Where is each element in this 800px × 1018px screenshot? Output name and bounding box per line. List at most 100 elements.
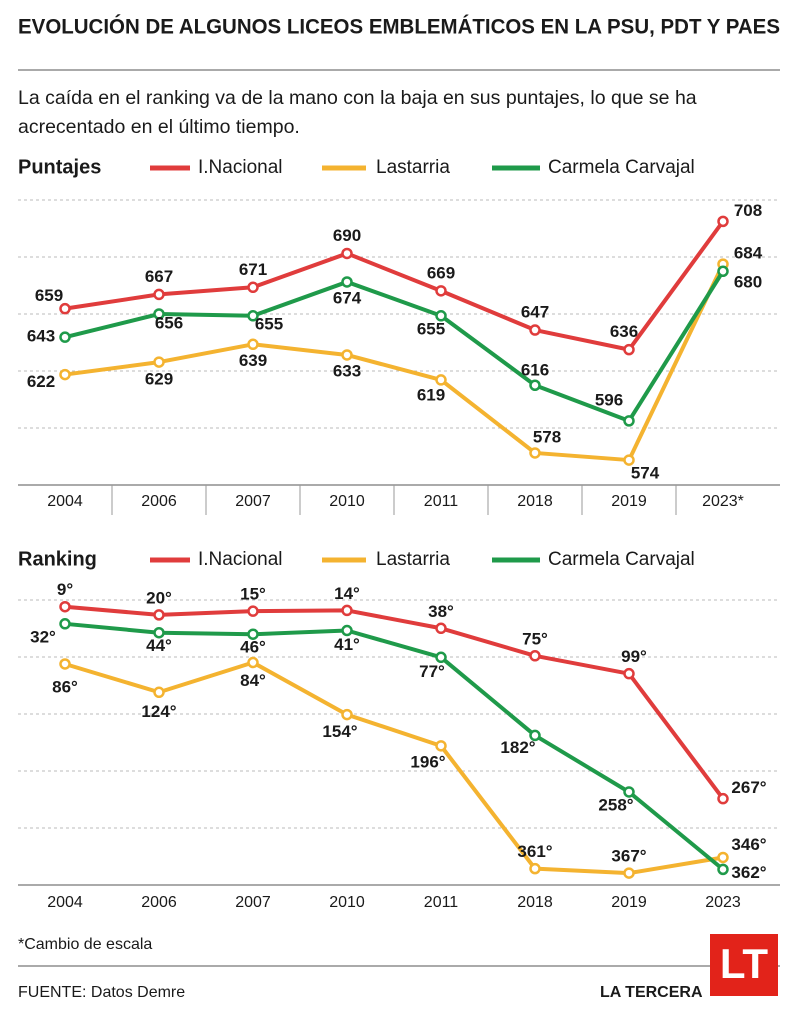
data-label: 182° xyxy=(500,738,535,757)
data-label: 656 xyxy=(155,313,183,332)
data-label: 154° xyxy=(322,722,357,741)
data-label: 15° xyxy=(240,585,266,604)
data-label: 633 xyxy=(333,361,361,380)
series-line xyxy=(64,270,725,423)
data-label: 46° xyxy=(240,638,266,657)
series-line xyxy=(64,263,725,463)
data-label: 32° xyxy=(30,627,56,646)
data-point xyxy=(623,343,635,356)
x-tick-label: 2023* xyxy=(702,493,744,510)
data-label: 346° xyxy=(731,835,766,854)
data-point xyxy=(247,338,259,351)
data-label: 124° xyxy=(141,702,176,721)
data-label: 75° xyxy=(522,629,548,648)
data-label: 44° xyxy=(146,636,172,655)
data-point xyxy=(341,276,353,288)
chart-title: Ranking xyxy=(18,548,97,570)
data-point xyxy=(59,302,71,315)
data-point xyxy=(59,368,71,381)
data-point xyxy=(717,265,729,277)
page-title: EVOLUCIÓN DE ALGUNOS LICEOS EMBLEMÁTICOS… xyxy=(18,15,780,39)
data-point xyxy=(247,628,259,640)
data-point xyxy=(341,708,353,721)
data-label: 619 xyxy=(417,385,445,404)
brand-logo xyxy=(710,934,778,996)
data-label: 708 xyxy=(734,201,762,220)
legend-label: I.Nacional xyxy=(198,549,283,570)
x-tick-label: 2011 xyxy=(424,493,459,510)
data-label: 596 xyxy=(595,390,623,409)
data-label: 41° xyxy=(334,635,360,654)
x-tick-label: 2006 xyxy=(141,894,177,911)
data-label: 671 xyxy=(239,260,267,279)
data-label: 99° xyxy=(621,647,647,666)
brand-logo-text: LT xyxy=(720,940,769,987)
series-line xyxy=(64,604,725,800)
data-label: 38° xyxy=(428,602,454,621)
data-label: 647 xyxy=(521,303,549,322)
series-line xyxy=(64,621,725,871)
legend-label: Lastarria xyxy=(376,157,450,178)
data-label: 77° xyxy=(419,662,445,681)
data-point xyxy=(717,863,729,876)
legend-label: Lastarria xyxy=(376,549,450,570)
x-tick-label: 2007 xyxy=(235,894,271,911)
data-label: 362° xyxy=(731,863,766,882)
chart-title: Puntajes xyxy=(18,156,101,178)
data-label: 655 xyxy=(417,319,445,338)
legend-label: Carmela Carvajal xyxy=(548,549,695,570)
x-tick-label: 2019 xyxy=(611,493,647,510)
data-label: 367° xyxy=(611,847,646,866)
data-point xyxy=(247,656,259,669)
x-tick-label: 2010 xyxy=(329,493,365,510)
data-label: 267° xyxy=(731,778,766,797)
data-label: 361° xyxy=(517,842,552,861)
data-label: 690 xyxy=(333,226,361,245)
x-tick-label: 2004 xyxy=(47,493,83,510)
data-label: 578 xyxy=(533,427,561,446)
data-point xyxy=(153,308,165,320)
data-label: 659 xyxy=(35,286,63,305)
data-label: 643 xyxy=(27,327,55,346)
data-point xyxy=(435,374,447,386)
x-tick-label: 2023 xyxy=(705,894,741,911)
footnote: *Cambio de escala xyxy=(18,936,152,953)
data-point xyxy=(341,247,353,260)
data-label: 574 xyxy=(631,464,660,483)
data-label: 669 xyxy=(427,263,455,282)
x-tick-label: 2004 xyxy=(47,894,83,911)
data-point xyxy=(153,626,165,639)
data-point xyxy=(623,867,635,879)
data-point xyxy=(341,624,353,637)
data-point xyxy=(529,650,541,662)
data-label: 639 xyxy=(239,351,267,370)
data-label: 680 xyxy=(734,273,762,292)
data-point xyxy=(435,622,447,635)
data-label: 20° xyxy=(146,588,172,607)
subtitle: La caída en el ranking va de la mano con… xyxy=(18,87,697,138)
x-tick-label: 2010 xyxy=(329,894,365,911)
data-point xyxy=(529,447,541,459)
data-label: 636 xyxy=(610,322,638,341)
legend-label: I.Nacional xyxy=(198,157,283,178)
data-label: 629 xyxy=(145,370,173,389)
data-point xyxy=(247,281,259,294)
data-point xyxy=(341,604,353,617)
data-label: 86° xyxy=(52,677,78,696)
data-label: 258° xyxy=(598,795,633,814)
data-point xyxy=(59,618,71,630)
data-point xyxy=(529,862,541,875)
data-point xyxy=(153,686,165,699)
data-point xyxy=(623,786,635,798)
data-label: 84° xyxy=(240,671,266,690)
data-point xyxy=(247,310,259,322)
brand-name: LA TERCERA xyxy=(600,984,703,1001)
data-point xyxy=(341,349,353,361)
data-point xyxy=(717,792,729,805)
data-point xyxy=(435,310,447,322)
data-label: 655 xyxy=(255,314,283,333)
legend-label: Carmela Carvajal xyxy=(548,157,695,178)
data-label: 14° xyxy=(334,584,360,603)
